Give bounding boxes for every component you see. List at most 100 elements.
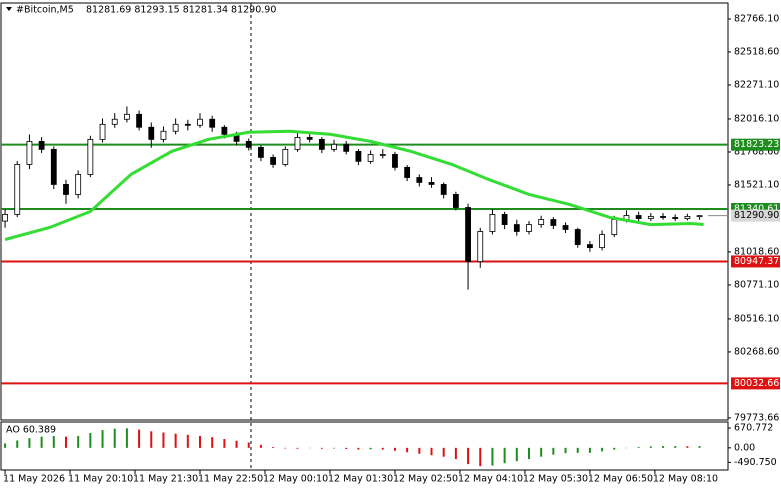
candle-body xyxy=(87,138,94,175)
candle-body xyxy=(574,229,581,245)
candle-body xyxy=(355,150,362,162)
x-tick-label: 12 May 05:30 xyxy=(523,474,588,485)
candle-body xyxy=(379,154,386,156)
candle-body xyxy=(647,216,654,219)
candle-body xyxy=(696,215,703,218)
level-label-box xyxy=(731,377,780,390)
candle-body xyxy=(75,174,82,195)
candle-body xyxy=(197,118,203,126)
candle-body xyxy=(294,136,301,150)
main-pane xyxy=(0,2,729,421)
level-label: 81823.23 xyxy=(734,139,779,150)
candle-body xyxy=(111,118,118,125)
y-tick-label: 82766.10 xyxy=(734,13,779,24)
ao-title: AO 60.389 xyxy=(6,425,56,436)
candle-body xyxy=(660,216,666,218)
candle-body xyxy=(599,234,605,249)
y-tick-label: 81768.60 xyxy=(734,146,779,157)
x-tick-label: 12 May 00:10 xyxy=(263,474,328,485)
candle-body xyxy=(343,143,350,152)
candle-body xyxy=(245,140,252,148)
candle-body xyxy=(136,113,142,128)
x-tick-label: 11 May 2026 xyxy=(3,474,65,485)
y-tick-label: 79773.66 xyxy=(734,412,779,423)
y-tick-label: 80771.10 xyxy=(734,279,779,290)
candle-body xyxy=(221,126,228,135)
candle-body xyxy=(38,140,45,150)
symbol: #Bitcoin,M5 xyxy=(16,5,74,16)
ao-pane xyxy=(0,421,729,471)
candle-body xyxy=(684,216,691,219)
y-tick-label: 82271.10 xyxy=(734,79,779,90)
current-price-box xyxy=(731,209,780,222)
x-tick-label: 12 May 06:50 xyxy=(588,474,653,485)
x-tick-label: 12 May 08:10 xyxy=(653,474,718,485)
candle-body xyxy=(270,156,277,165)
candle-body xyxy=(282,148,289,165)
candle-body xyxy=(318,138,325,150)
x-tick-label: 12 May 01:30 xyxy=(328,474,393,485)
x-tick-label: 12 May 02:50 xyxy=(393,474,458,485)
level-label-box xyxy=(731,255,780,268)
ao-tick-label: -490.750 xyxy=(734,457,777,468)
candle-body xyxy=(550,219,557,226)
candle-body xyxy=(587,244,593,249)
candle-body xyxy=(428,182,435,185)
candle-body xyxy=(489,214,496,232)
level-label: 80032.66 xyxy=(734,378,779,389)
candle-body xyxy=(172,123,179,132)
ao-tick-label: 0.00 xyxy=(734,442,755,453)
candle-body xyxy=(14,164,21,215)
level-label: 81340.61 xyxy=(734,204,779,215)
candle-body xyxy=(513,224,520,232)
y-tick-label: 80516.10 xyxy=(734,313,779,324)
candle-body xyxy=(63,184,69,195)
candle-body xyxy=(672,217,679,219)
ao-tick-label: 670.772 xyxy=(734,423,773,434)
candle-body xyxy=(392,154,398,168)
candle-body xyxy=(635,215,642,219)
y-tick-label: 82016.10 xyxy=(734,113,779,124)
y-tick-label: 80268.60 xyxy=(734,346,779,357)
candle-body xyxy=(258,146,264,158)
candle-body xyxy=(501,214,508,225)
current-price-label: 81290.90 xyxy=(734,210,779,221)
candle-body xyxy=(184,123,191,126)
y-tick-label: 81521.10 xyxy=(734,179,779,190)
candle-body xyxy=(209,118,216,128)
x-tick-label: 11 May 22:50 xyxy=(198,474,263,485)
candle-body xyxy=(477,231,484,263)
candle-body xyxy=(416,177,423,183)
menu-arrow xyxy=(6,7,12,11)
x-tick-label: 11 May 20:10 xyxy=(68,474,133,485)
candle-body xyxy=(367,154,374,162)
candle-body xyxy=(148,126,155,140)
candle-body xyxy=(124,113,130,120)
candle-body xyxy=(526,224,532,232)
moving-average xyxy=(4,129,704,241)
y-tick-label: 82518.60 xyxy=(734,46,779,57)
level-label: 80947.37 xyxy=(734,256,779,267)
candle-body xyxy=(99,123,106,140)
candle-body xyxy=(452,194,459,208)
x-tick-label: 11 May 21:30 xyxy=(133,474,198,485)
candle-body xyxy=(611,219,618,235)
candle-body xyxy=(2,214,8,222)
candle-body xyxy=(306,136,313,140)
level-label-box xyxy=(731,138,780,151)
candle-body xyxy=(538,219,545,225)
candle-body xyxy=(50,148,57,185)
candle-body xyxy=(404,166,411,178)
ohlc: 81281.69 81293.15 81281.34 81290.90 xyxy=(86,5,276,16)
candle-body xyxy=(562,225,569,230)
y-tick-label: 81018.60 xyxy=(734,246,779,257)
candle-body xyxy=(26,140,33,165)
candle-body xyxy=(465,207,471,263)
candle-body xyxy=(160,130,167,140)
candle-body xyxy=(331,143,337,150)
candle-body xyxy=(440,184,447,195)
x-tick-label: 12 May 04:10 xyxy=(458,474,523,485)
